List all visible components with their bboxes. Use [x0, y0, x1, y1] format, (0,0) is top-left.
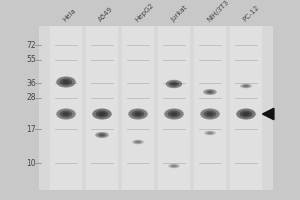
Ellipse shape	[98, 133, 106, 137]
Ellipse shape	[204, 131, 216, 135]
Ellipse shape	[99, 112, 105, 116]
Ellipse shape	[208, 91, 212, 93]
Ellipse shape	[240, 84, 252, 88]
Text: HepG2: HepG2	[134, 2, 155, 23]
Ellipse shape	[172, 165, 176, 167]
Text: 36: 36	[26, 78, 36, 88]
Text: NIH/3T3: NIH/3T3	[206, 0, 230, 23]
Ellipse shape	[243, 112, 249, 116]
Ellipse shape	[244, 85, 248, 87]
Ellipse shape	[56, 108, 76, 119]
Text: PC-12: PC-12	[242, 4, 260, 23]
Ellipse shape	[60, 110, 72, 118]
Ellipse shape	[96, 110, 108, 118]
Ellipse shape	[168, 110, 180, 118]
Ellipse shape	[135, 112, 141, 116]
Ellipse shape	[171, 112, 177, 116]
Text: 55: 55	[26, 55, 36, 64]
Ellipse shape	[200, 108, 220, 119]
Ellipse shape	[170, 165, 178, 167]
Ellipse shape	[63, 80, 69, 84]
Bar	[194, 26, 226, 190]
Ellipse shape	[166, 80, 182, 88]
Bar	[230, 26, 262, 190]
Text: A549: A549	[98, 6, 115, 23]
Text: 17: 17	[26, 124, 36, 134]
Ellipse shape	[207, 112, 213, 116]
Ellipse shape	[164, 108, 184, 119]
Ellipse shape	[171, 83, 177, 85]
Bar	[122, 26, 154, 190]
Ellipse shape	[132, 140, 144, 144]
Ellipse shape	[134, 141, 142, 143]
Ellipse shape	[208, 132, 212, 134]
Bar	[158, 26, 190, 190]
Bar	[39, 26, 273, 190]
Ellipse shape	[56, 76, 76, 88]
Text: Jurkat: Jurkat	[170, 4, 188, 23]
Text: 28: 28	[26, 94, 36, 102]
Text: Hela: Hela	[62, 8, 77, 23]
Bar	[86, 26, 118, 190]
Ellipse shape	[203, 89, 217, 95]
Ellipse shape	[242, 85, 250, 87]
Ellipse shape	[60, 78, 72, 86]
Ellipse shape	[206, 90, 214, 94]
Ellipse shape	[206, 132, 214, 134]
Ellipse shape	[169, 81, 179, 87]
Text: 10: 10	[26, 158, 36, 168]
Ellipse shape	[128, 108, 148, 119]
Text: 72: 72	[26, 40, 36, 49]
Ellipse shape	[168, 164, 180, 168]
Polygon shape	[262, 108, 274, 120]
Bar	[50, 26, 82, 190]
Ellipse shape	[204, 110, 216, 118]
Ellipse shape	[95, 132, 109, 138]
Ellipse shape	[132, 110, 144, 118]
Ellipse shape	[63, 112, 69, 116]
Ellipse shape	[136, 141, 140, 143]
Ellipse shape	[240, 110, 252, 118]
Ellipse shape	[92, 108, 112, 119]
Ellipse shape	[100, 134, 104, 136]
Ellipse shape	[236, 108, 256, 119]
